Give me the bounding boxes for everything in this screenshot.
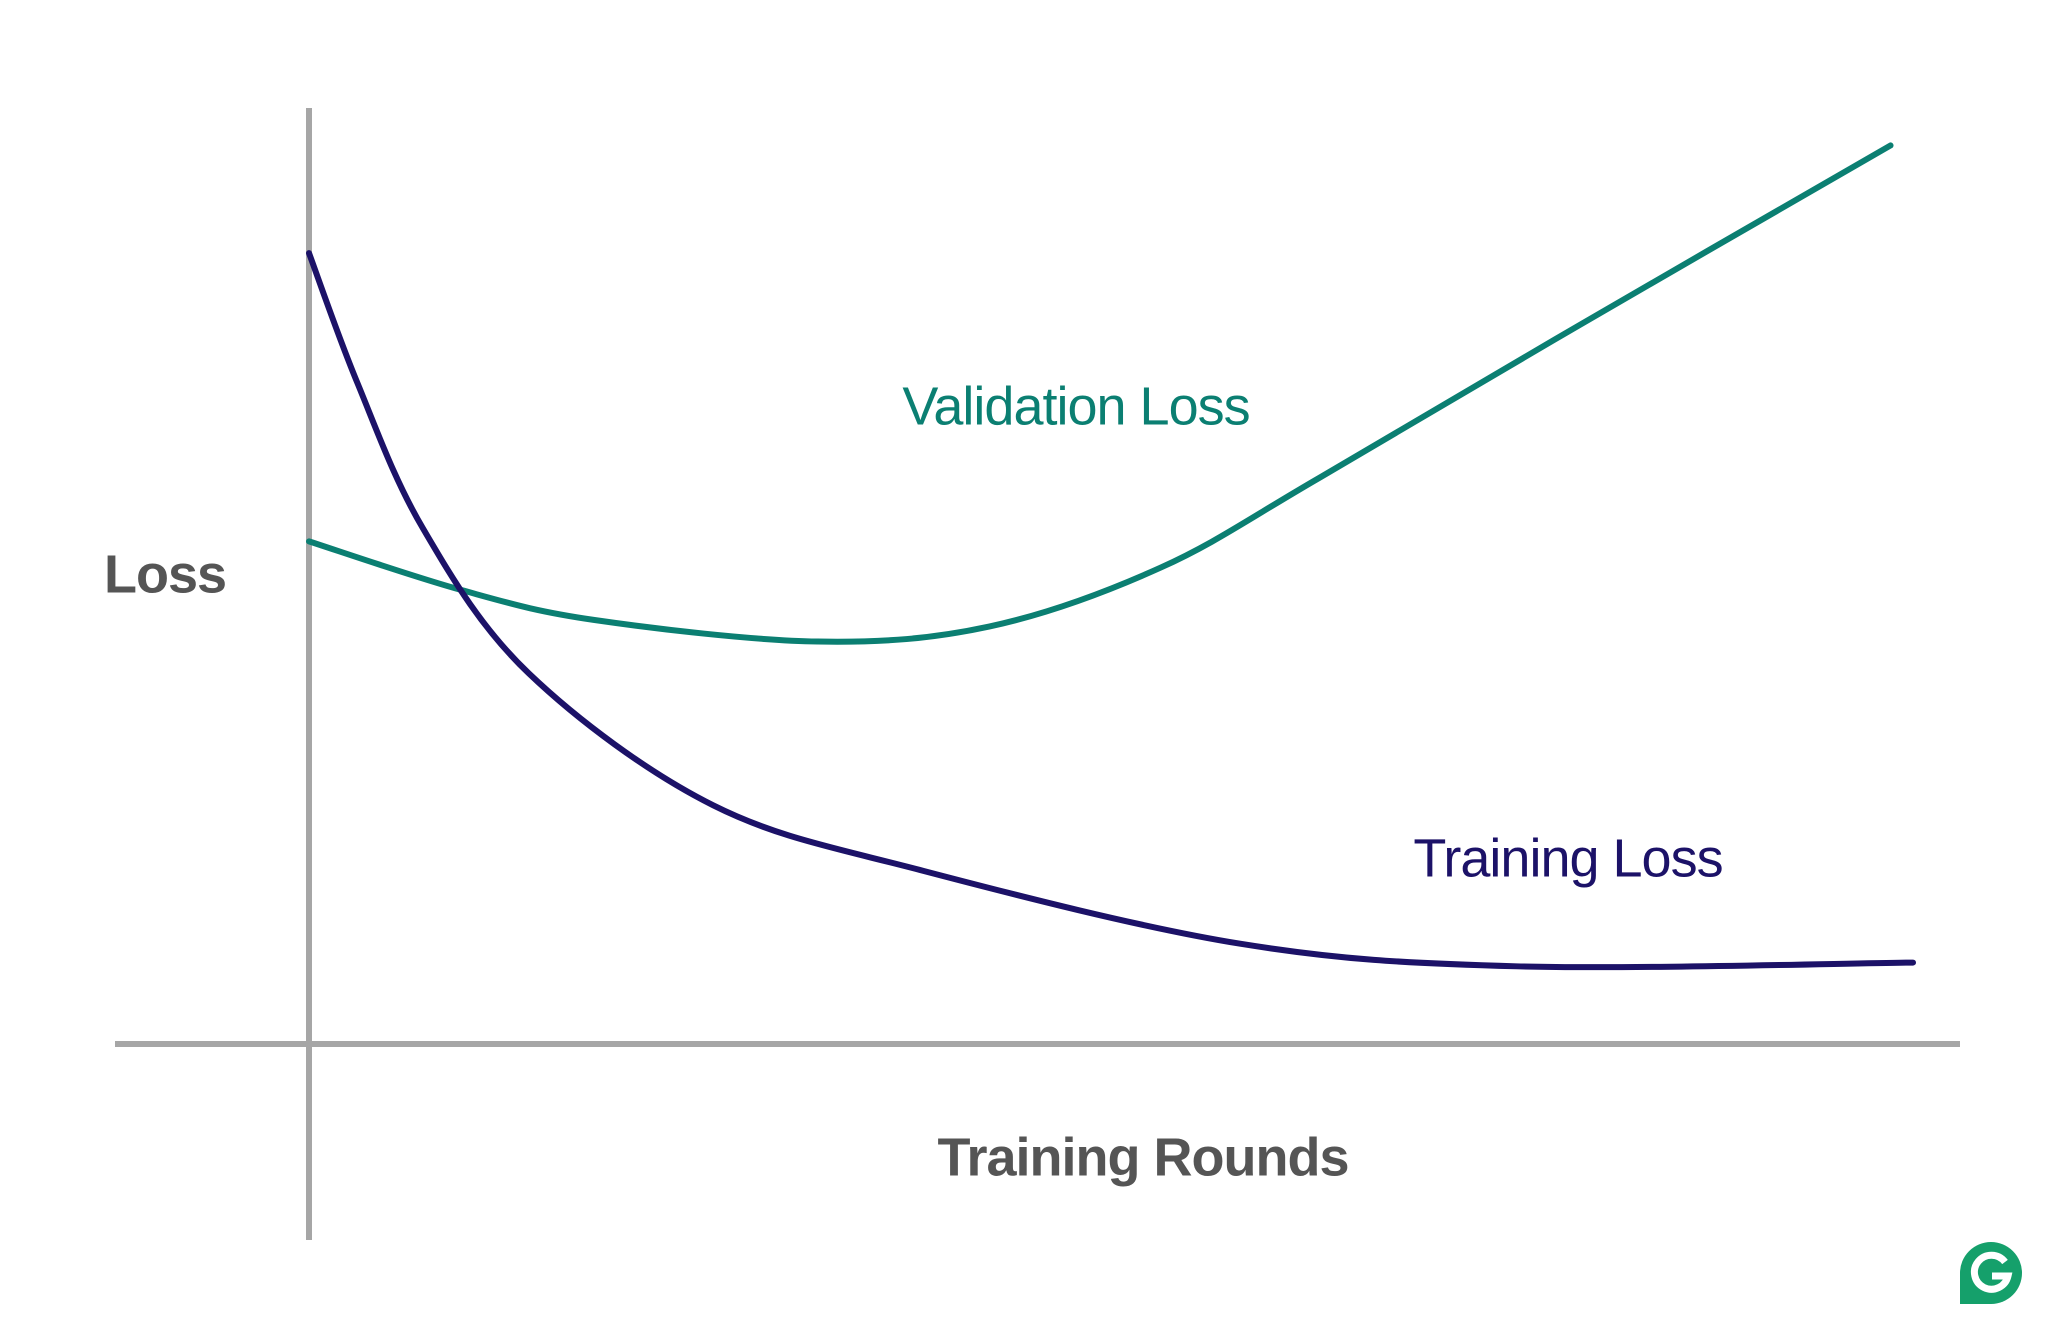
y-axis-title: Loss: [104, 544, 226, 604]
logo-letter: [1970, 1251, 2013, 1293]
logo: [1960, 1242, 2022, 1304]
series-line: [306, 250, 1916, 971]
series-label: Training Loss: [1413, 828, 1722, 888]
series-label: Validation Loss: [902, 376, 1249, 436]
x-axis-title: Training Rounds: [938, 1127, 1349, 1187]
logo-badge: [1960, 1242, 2022, 1304]
series-line: [306, 142, 1894, 645]
